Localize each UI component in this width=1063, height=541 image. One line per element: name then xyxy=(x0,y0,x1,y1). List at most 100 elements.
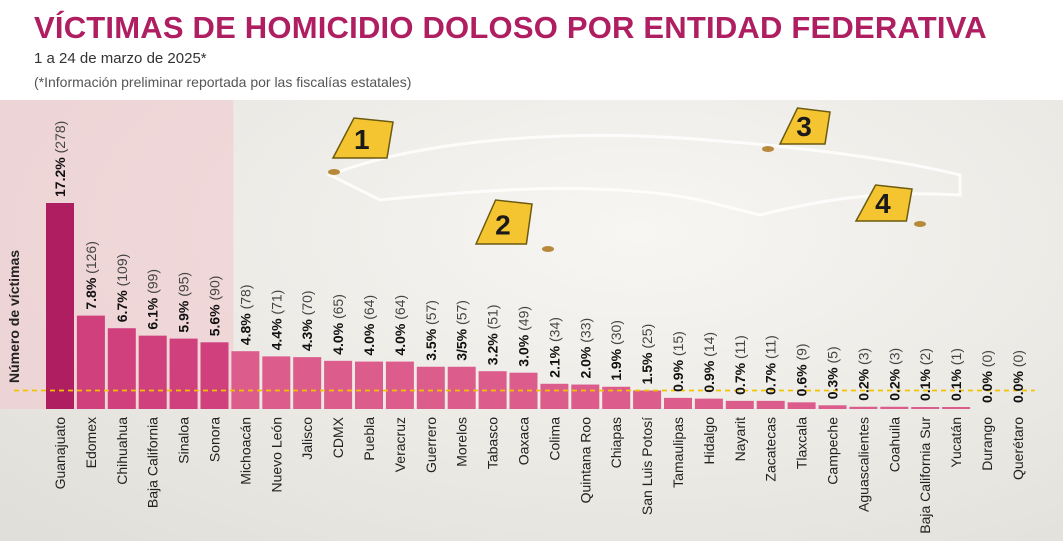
value-label: 4.8% (78) xyxy=(237,284,253,345)
bar-baja-california xyxy=(138,335,167,409)
bar-oaxaca xyxy=(509,372,538,409)
value-label: 0.0% (0) xyxy=(1010,350,1026,403)
category-label: Edomex xyxy=(83,417,99,468)
category-label: Sonora xyxy=(207,417,223,462)
category-label: San Luis Potosí xyxy=(639,417,655,515)
value-label: 0.2% (3) xyxy=(855,348,871,401)
evidence-marker-1: 1 xyxy=(331,117,394,159)
bar-campeche xyxy=(818,405,847,409)
bar-tamaulipas xyxy=(664,397,692,409)
bar-sonora xyxy=(200,342,229,409)
value-label: 0.1% (2) xyxy=(917,348,933,401)
bullet-casing-icon xyxy=(762,146,774,152)
y-axis-label: Número de víctimas xyxy=(6,249,22,383)
body-outline xyxy=(326,133,962,217)
category-label: Morelos xyxy=(454,417,470,467)
category-label: Sinaloa xyxy=(176,417,192,464)
category-label: Aguascalientes xyxy=(855,417,871,512)
bar-coahuila xyxy=(880,406,909,409)
category-label: Tabasco xyxy=(485,417,501,469)
value-label: 3.0% (49) xyxy=(516,306,532,367)
bar-cdmx xyxy=(324,360,353,409)
bullet-casing-icon xyxy=(542,246,554,252)
value-label: 0.3% (5) xyxy=(825,346,841,399)
value-label: 7.8% (126) xyxy=(83,241,99,310)
value-label: 4.0% (65) xyxy=(330,294,346,355)
category-label: Chiapas xyxy=(608,417,624,468)
category-label: Baja California xyxy=(145,417,161,508)
category-label: Michoacán xyxy=(237,417,253,485)
value-label: 6.7% (109) xyxy=(114,254,130,323)
category-label: Durango xyxy=(979,417,995,471)
bar-chihuahua xyxy=(107,328,136,409)
bar-veracruz xyxy=(385,361,414,409)
bar-guerrero xyxy=(416,366,445,409)
svg-text:1: 1 xyxy=(354,124,370,155)
category-label: Quintana Roo xyxy=(577,417,593,504)
category-label: Jalisco xyxy=(299,417,315,460)
bar-yucatán xyxy=(942,407,971,409)
category-label: Nayarit xyxy=(732,417,748,461)
category-label: Coahuila xyxy=(886,417,902,472)
value-label: 4.0% (64) xyxy=(361,295,377,356)
value-label: 5.9% (95) xyxy=(176,272,192,333)
value-label: 5.6% (90) xyxy=(207,276,223,337)
category-label: Oaxaca xyxy=(516,417,532,465)
value-label: 0.1% (1) xyxy=(948,348,964,401)
bar-chiapas xyxy=(602,386,631,409)
category-label: Colima xyxy=(546,417,562,461)
bar-jalisco xyxy=(293,357,322,409)
category-label: Guerrero xyxy=(423,417,439,473)
evidence-marker-3: 3 xyxy=(778,107,831,145)
category-label: Yucatán xyxy=(948,417,964,468)
bar-colima xyxy=(540,383,569,409)
value-label: 17.2% (278) xyxy=(52,121,68,197)
value-label: 3.2% (51) xyxy=(485,304,501,365)
category-label: Tamaulipas xyxy=(670,417,686,488)
value-label: 4.4% (71) xyxy=(268,290,284,351)
evidence-marker-2: 2 xyxy=(474,199,533,245)
bar-san-luis-potosí xyxy=(633,390,662,409)
bar-guanajuato xyxy=(46,203,74,409)
category-label: Tlaxcala xyxy=(794,417,810,469)
bar-quintana-roo xyxy=(571,384,600,409)
bar-hidalgo xyxy=(694,398,723,409)
bar-edomex xyxy=(76,315,105,409)
bullet-casing-icon xyxy=(328,169,340,175)
value-label: 0.2% (3) xyxy=(886,348,902,401)
value-label: 2.1% (34) xyxy=(546,317,562,378)
value-label: 0.9% (14) xyxy=(701,332,717,393)
category-label: Baja California Sur xyxy=(917,417,933,534)
evidence-marker-4: 4 xyxy=(854,184,913,222)
chart-note: (*Información preliminar reportada por l… xyxy=(34,74,412,90)
value-label: 0.9% (15) xyxy=(670,331,686,392)
value-label: 4.0% (64) xyxy=(392,295,408,356)
category-label: Zacatecas xyxy=(763,417,779,482)
bar-aguascalientes xyxy=(849,406,878,409)
bullet-casing-icon xyxy=(914,221,926,227)
bar-tlaxcala xyxy=(787,402,816,409)
value-label: 3.5% (57) xyxy=(423,300,439,361)
value-label: 3/5% (57) xyxy=(454,300,470,361)
category-label: Guanajuato xyxy=(52,417,68,490)
bar-puebla xyxy=(355,361,383,409)
bar-michoacán xyxy=(231,351,260,409)
bar-zacatecas xyxy=(756,400,785,409)
bar-nayarit xyxy=(725,400,754,409)
value-label: 0.6% (9) xyxy=(794,343,810,396)
category-label: Chihuahua xyxy=(114,417,130,485)
chart-subtitle: 1 a 24 de marzo de 2025* xyxy=(34,50,207,67)
bar-baja-california-sur xyxy=(911,407,940,409)
value-label: 2.0% (33) xyxy=(577,318,593,379)
category-label: Hidalgo xyxy=(701,417,717,465)
value-label: 0.7% (11) xyxy=(732,335,748,395)
value-label: 0.0% (0) xyxy=(979,350,995,403)
bar-morelos xyxy=(447,366,476,409)
crime-scene-decoration: 1 2 3 4 xyxy=(326,107,962,252)
value-label: 1.5% (25) xyxy=(639,324,655,385)
bar-sinaloa xyxy=(169,338,198,409)
value-label: 6.1% (99) xyxy=(145,269,161,330)
value-label: 1.9% (30) xyxy=(608,320,624,381)
category-label: Querétaro xyxy=(1010,417,1026,480)
